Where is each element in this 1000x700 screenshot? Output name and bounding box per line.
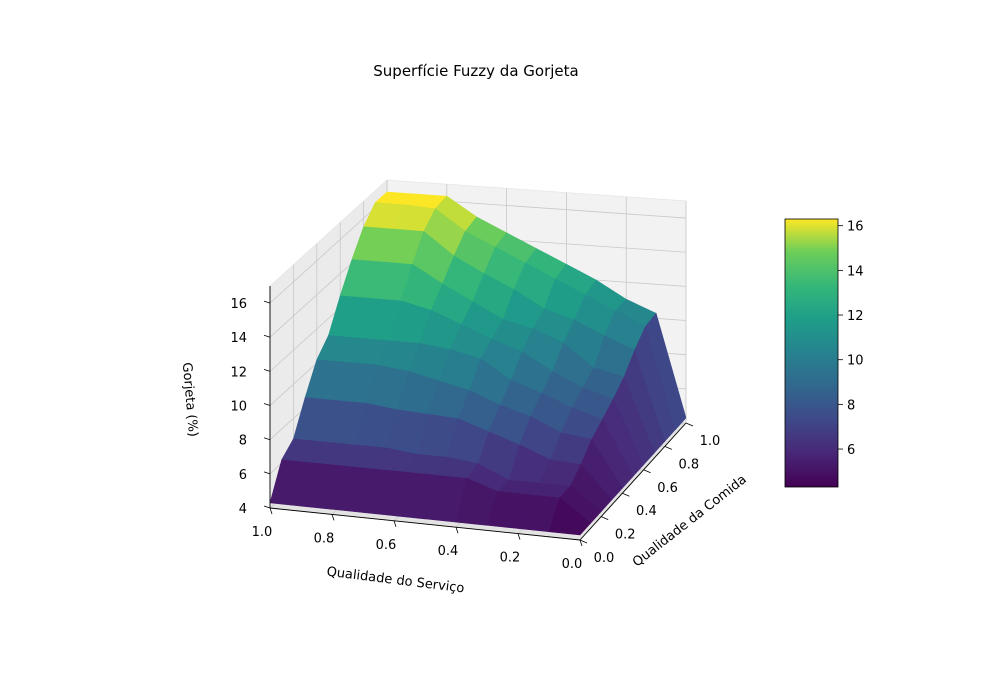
z-tick — [263, 334, 271, 338]
y-tick-label: 0.2 — [615, 528, 636, 543]
x-tick — [455, 527, 459, 534]
x-tick-label: 1.0 — [252, 525, 273, 540]
x-tick-label: 0.0 — [562, 557, 583, 572]
y-tick — [664, 446, 672, 450]
y-tick — [601, 516, 609, 520]
z-tick-label: 12 — [230, 365, 247, 380]
y-axis-line — [579, 422, 687, 541]
grid-line-left — [269, 196, 388, 304]
x-tick — [269, 507, 273, 515]
colorbar-tick-label: 8 — [847, 398, 855, 413]
y-tick — [643, 469, 651, 474]
z-tick — [263, 471, 271, 475]
y-tick-label: 1.0 — [700, 434, 721, 449]
z-tick — [263, 403, 271, 406]
y-tick — [579, 539, 588, 544]
y-tick-label: 0.4 — [636, 504, 657, 519]
colorbar-tick-label: 16 — [847, 220, 864, 235]
x-tick-label: 0.8 — [314, 531, 335, 546]
colorbar-gradient — [784, 218, 839, 488]
y-tick-label: 0.0 — [594, 551, 615, 566]
z-tick-label: 10 — [230, 400, 247, 415]
y-tick — [685, 422, 694, 427]
x-tick — [579, 539, 583, 547]
z-tick-label: 16 — [230, 297, 247, 312]
z-tick — [263, 300, 271, 304]
x-axis-line — [269, 507, 581, 541]
z-axis-label: Gorjeta (%) — [179, 362, 200, 438]
surface-mesh — [269, 191, 687, 536]
z-tick-label: 14 — [230, 331, 247, 346]
x-tick-label: 0.4 — [438, 544, 459, 559]
y-axis-label: Qualidade da Comida — [630, 472, 750, 570]
x-tick — [517, 533, 521, 540]
z-tick-label: 6 — [239, 468, 247, 483]
colorbar-tick-label: 10 — [847, 354, 864, 369]
z-tick-label: 8 — [239, 434, 247, 449]
z-tick — [263, 505, 271, 509]
x-axis-label: Qualidade do Serviço — [326, 565, 465, 597]
colorbar-tick-label: 12 — [847, 309, 864, 324]
x-tick — [393, 520, 397, 527]
y-tick-label: 0.6 — [657, 481, 678, 496]
x-tick-label: 0.6 — [376, 538, 397, 553]
y-tick — [622, 492, 630, 497]
x-tick — [331, 514, 335, 521]
z-tick-label: 4 — [239, 502, 247, 517]
y-tick-label: 0.8 — [678, 457, 699, 472]
z-tick — [263, 437, 271, 441]
colorbar: 6 8 10 12 14 16 — [784, 218, 864, 488]
chart-title: Superfície Fuzzy da Gorjeta — [373, 62, 578, 80]
colorbar-tick-label: 6 — [847, 443, 855, 458]
x-tick-label: 0.2 — [500, 551, 521, 566]
colorbar-tick-label: 14 — [847, 264, 864, 279]
surface-face — [548, 497, 592, 536]
z-tick — [263, 369, 271, 372]
